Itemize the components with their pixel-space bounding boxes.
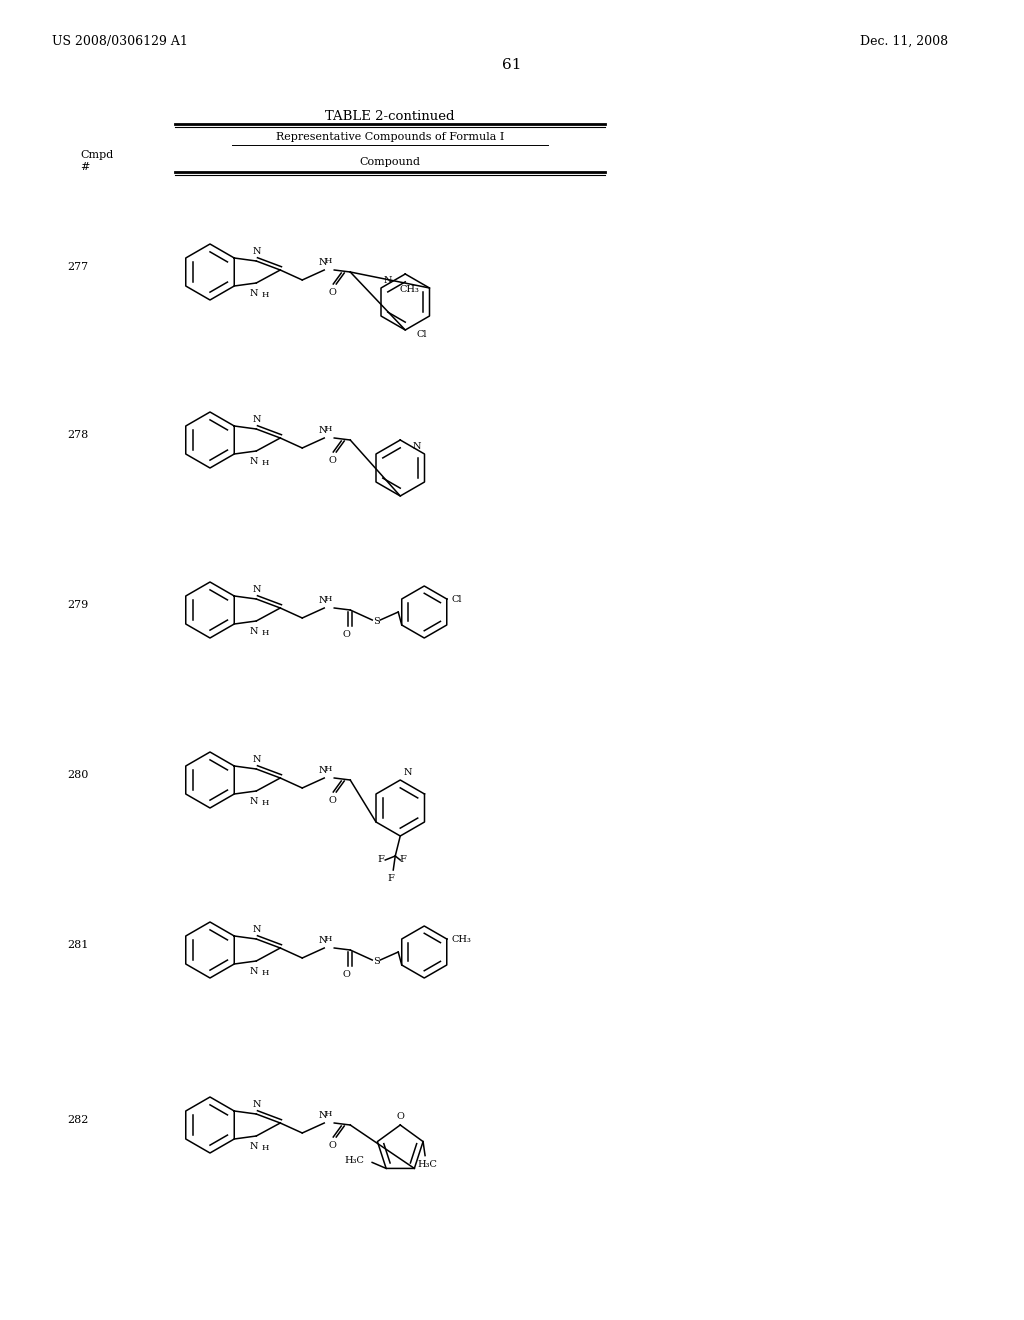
Text: N: N [413,442,422,451]
Text: H: H [261,630,269,638]
Text: #: # [80,162,89,172]
Text: N: N [253,585,261,594]
Text: 278: 278 [67,430,88,440]
Text: CH₃: CH₃ [452,935,472,944]
Text: Cl: Cl [452,594,462,603]
Text: N: N [250,968,258,975]
Text: S: S [373,957,380,966]
Text: Representative Compounds of Formula I: Representative Compounds of Formula I [275,132,504,143]
Text: N: N [253,925,261,935]
Text: CH₃: CH₃ [399,285,419,294]
Text: O: O [342,630,350,639]
Text: Cl: Cl [416,330,427,339]
Text: N: N [319,257,328,267]
Text: N: N [250,457,258,466]
Text: N: N [250,289,258,298]
Text: N: N [319,1111,328,1119]
Text: N: N [250,627,258,636]
Text: 282: 282 [67,1115,88,1125]
Text: H: H [325,257,332,265]
Text: H: H [261,799,269,807]
Text: H₃C: H₃C [344,1156,365,1166]
Text: N: N [253,755,261,764]
Text: N: N [253,414,261,424]
Text: H: H [261,459,269,467]
Text: O: O [329,455,336,465]
Text: H: H [325,425,332,433]
Text: Compound: Compound [359,157,421,168]
Text: O: O [396,1111,404,1121]
Text: 279: 279 [67,601,88,610]
Text: N: N [250,1142,258,1151]
Text: O: O [329,1140,336,1150]
Text: N: N [403,768,412,777]
Text: US 2008/0306129 A1: US 2008/0306129 A1 [52,36,187,48]
Text: N: N [319,597,328,605]
Text: H: H [261,290,269,300]
Text: N: N [319,426,328,436]
Text: H: H [325,1110,332,1118]
Text: F: F [399,855,407,865]
Text: TABLE 2-continued: TABLE 2-continued [326,110,455,123]
Text: H₃C: H₃C [417,1159,437,1168]
Text: Dec. 11, 2008: Dec. 11, 2008 [860,36,948,48]
Text: H: H [261,969,269,977]
Text: S: S [373,618,380,627]
Text: 61: 61 [502,58,522,73]
Text: 280: 280 [67,770,88,780]
Text: N: N [319,936,328,945]
Text: Cmpd: Cmpd [80,150,114,160]
Text: F: F [388,874,394,883]
Text: H: H [325,595,332,603]
Text: H: H [261,1144,269,1152]
Text: N: N [253,1100,261,1109]
Text: N: N [250,797,258,807]
Text: 281: 281 [67,940,88,950]
Text: O: O [329,288,336,297]
Text: N: N [384,276,392,285]
Text: 277: 277 [67,261,88,272]
Text: F: F [378,855,385,865]
Text: O: O [342,970,350,979]
Text: H: H [325,935,332,942]
Text: H: H [325,766,332,774]
Text: O: O [329,796,336,805]
Text: N: N [253,247,261,256]
Text: N: N [319,766,328,775]
